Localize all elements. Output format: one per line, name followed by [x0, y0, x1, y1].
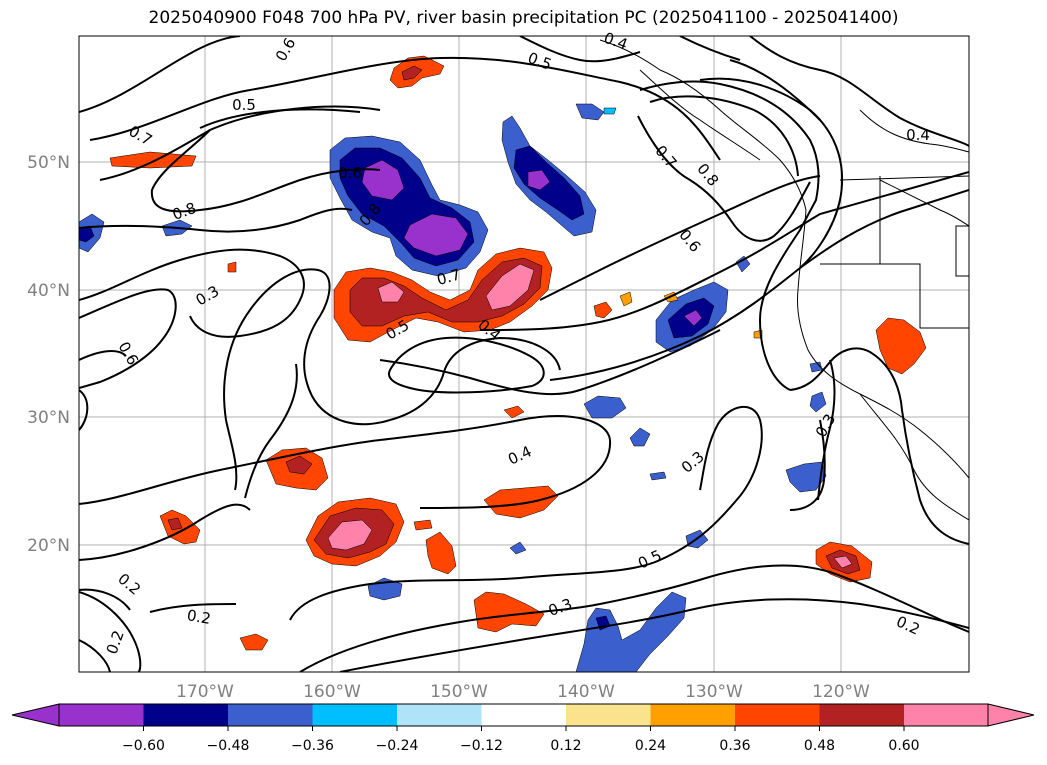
longitude-labels: 170°W 160°W 150°W 140°W 130°W 120°W [176, 682, 870, 702]
contour-label: 0.5 [232, 96, 256, 114]
lon-label: 130°W [685, 682, 743, 702]
coastlines [599, 39, 969, 521]
colorbar-frame [58, 703, 989, 727]
colorbar-tick-label: −0.60 [122, 738, 165, 754]
lat-label: 20°N [27, 536, 70, 556]
contour-label: 0.2 [186, 606, 213, 628]
colorbar-bin [228, 704, 313, 726]
colorbar-bin [143, 704, 228, 726]
colorbar-bin [904, 704, 988, 726]
lon-label: 120°W [812, 682, 870, 702]
lat-label: 40°N [27, 281, 70, 301]
lon-label: 170°W [176, 682, 234, 702]
colorbar-bin [650, 704, 735, 726]
contour-label: 0.4 [906, 126, 930, 144]
negative-precip-blobs [79, 103, 827, 672]
lat-label: 30°N [27, 408, 70, 428]
contour-label: 0.7 [435, 265, 463, 289]
colorbar-bin [481, 704, 566, 726]
colorbar-tick-label: −0.36 [291, 738, 334, 754]
colorbar-bin [397, 704, 482, 726]
colorbar-bin [566, 704, 651, 726]
colorbar-bin [735, 704, 820, 726]
colorbar-high-extend [987, 703, 1035, 727]
colorbar: −0.60 −0.48 −0.36 −0.24 −0.12 0.12 0.24 … [11, 703, 1035, 754]
colorbar-low-extend [11, 703, 60, 727]
lon-label: 150°W [430, 682, 488, 702]
colorbar-bin [59, 704, 144, 726]
map-title: 2025040900 F048 700 hPa PV, river basin … [148, 8, 899, 28]
pv-contours [79, 36, 969, 672]
lon-label: 140°W [557, 682, 615, 702]
colorbar-bin [819, 704, 904, 726]
lat-label: 50°N [27, 153, 70, 173]
colorbar-tick-label: 0.24 [635, 738, 666, 754]
colorbar-tick-label: 0.12 [550, 738, 581, 754]
plot-frame [78, 35, 970, 673]
colorbar-tick-label: −0.24 [376, 738, 419, 754]
colorbar-bin [312, 704, 397, 726]
lon-label: 160°W [303, 682, 361, 702]
colorbar-tick-label: 0.60 [888, 738, 919, 754]
colorbar-tick-label: −0.12 [460, 738, 503, 754]
colorbar-tick-label: 0.48 [804, 738, 835, 754]
latitude-labels: 50°N 40°N 30°N 20°N [27, 153, 70, 556]
colorbar-tick-label: 0.36 [719, 738, 750, 754]
colorbar-tick-label: −0.48 [207, 738, 250, 754]
contour-label: 0.6 [338, 164, 362, 182]
